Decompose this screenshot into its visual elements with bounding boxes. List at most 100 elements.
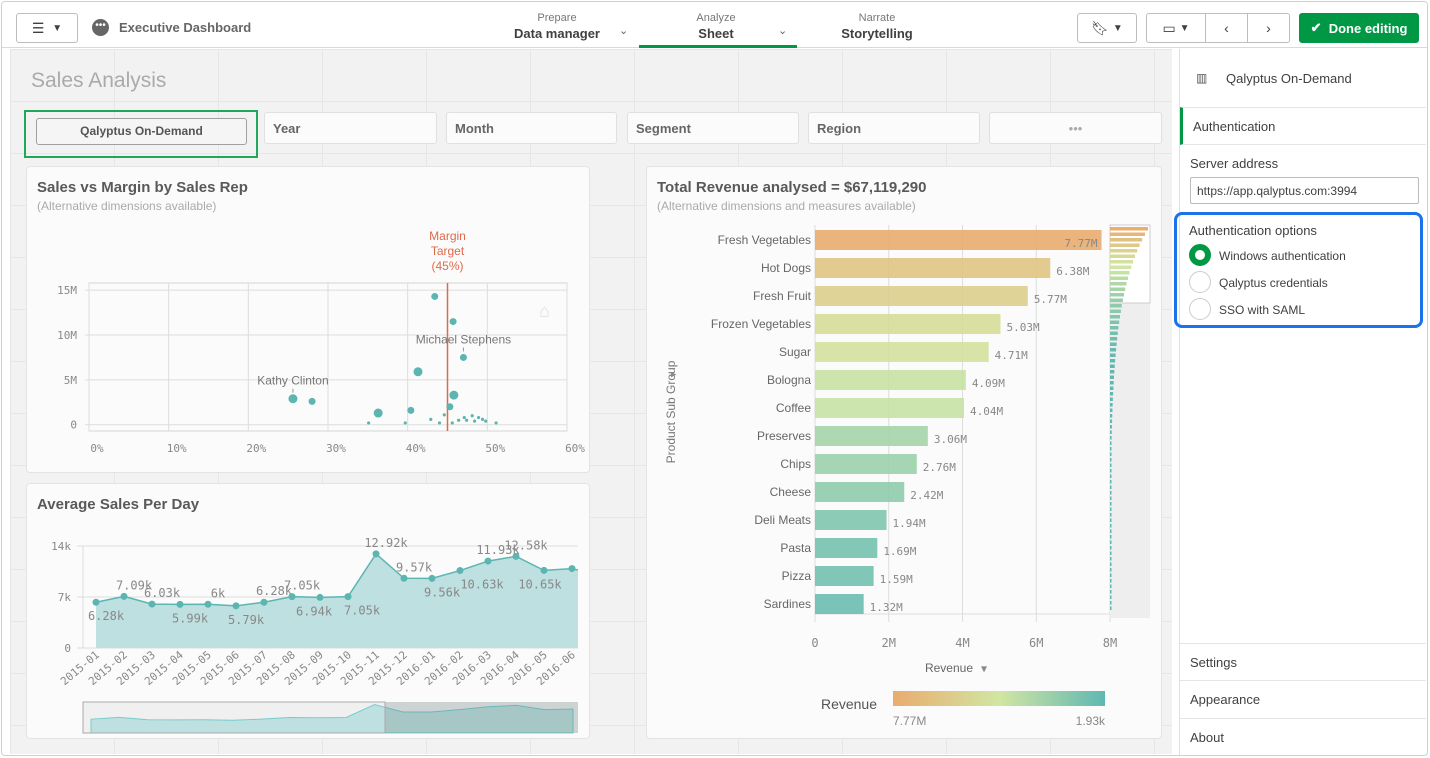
server-address-input[interactable] [1190, 177, 1419, 204]
data-label: 6k [211, 586, 226, 600]
caret-down-icon: ▼ [1179, 22, 1190, 34]
data-point [465, 418, 469, 422]
bar [815, 230, 1102, 250]
color-legend-bar [893, 691, 1105, 706]
data-label: 5.99k [172, 611, 209, 625]
chevron-down-icon[interactable]: ⌄ [778, 25, 788, 37]
category-label: Cheese [770, 485, 812, 499]
app-title: Executive Dashboard [119, 20, 252, 35]
nav-narrate[interactable]: Narrate Storytelling [822, 12, 932, 41]
done-label: Done editing [1328, 20, 1408, 36]
data-point [428, 574, 436, 582]
chart-title: Total Revenue analysed = $67,119,290 [657, 179, 927, 196]
radio-qalyptus-credentials[interactable] [1189, 271, 1211, 293]
scatter-chart[interactable]: 0% 10% 20% 30% 40% 50% 60% 0 5M 10M 15M MarginTarge… [27, 167, 591, 474]
caret-down-icon: ▼ [981, 664, 987, 675]
scatter-chart-card[interactable]: Sales vs Margin by Sales Rep (Alternativ… [26, 166, 590, 473]
category-label: Sardines [764, 597, 811, 611]
bar-chart-card[interactable]: Total Revenue analysed = $67,119,290 (Al… [646, 166, 1162, 739]
nav-prepare[interactable]: Prepare Data manager [502, 12, 612, 41]
mini-bar [1110, 353, 1116, 357]
y-tick-label: 15M [57, 284, 77, 297]
data-point [449, 390, 459, 400]
mini-bar [1110, 276, 1128, 280]
mini-bar [1110, 287, 1126, 291]
x-tick-label: 30% [326, 442, 346, 455]
data-label: 5.79k [228, 613, 265, 627]
y-tick-label: 10M [57, 329, 77, 342]
bar [815, 566, 874, 586]
section-authentication[interactable]: Authentication [1180, 107, 1426, 145]
y-tick-label: 14k [51, 540, 71, 553]
radio-windows-authentication[interactable] [1189, 244, 1211, 266]
mini-bar [1110, 227, 1148, 231]
section-about[interactable]: About [1190, 729, 1224, 745]
panel-header: Qalyptus On-Demand [1226, 71, 1352, 86]
mini-bar [1110, 408, 1113, 412]
nav-label: Sheet [698, 26, 734, 41]
chevron-down-icon[interactable]: ⌄ [619, 25, 629, 37]
filter-region[interactable]: Region [808, 112, 980, 144]
caret-right-icon: ▶ [671, 370, 677, 380]
data-point [568, 565, 576, 573]
category-label: Bologna [767, 373, 811, 387]
previous-sheet-button[interactable]: ‹ [1205, 13, 1248, 43]
nav-label: Storytelling [841, 26, 913, 41]
done-editing-button[interactable]: ✔ Done editing [1299, 13, 1419, 43]
data-label: 1.94M [893, 517, 926, 530]
area-fill [96, 553, 578, 648]
menu-button[interactable]: ☰ ▼ [16, 13, 78, 43]
scrollbar-thumb [1109, 224, 1151, 304]
mini-bar [1110, 238, 1143, 242]
check-icon: ✔ [1310, 20, 1322, 35]
radio-sso-saml[interactable] [1189, 298, 1211, 320]
mini-bar [1110, 419, 1113, 423]
next-sheet-button[interactable]: › [1247, 13, 1290, 43]
mini-bar [1110, 320, 1120, 324]
filter-more[interactable]: ••• [989, 112, 1162, 144]
mini-bar [1110, 441, 1112, 445]
qalyptus-on-demand-button[interactable]: Qalyptus On-Demand [36, 118, 247, 145]
mini-bar [1110, 557, 1112, 561]
more-icon[interactable]: ••• [92, 19, 109, 36]
radio-label: Qalyptus credentials [1219, 276, 1328, 290]
y-tick-label: 7k [58, 591, 72, 604]
section-appearance[interactable]: Appearance [1180, 681, 1426, 719]
mini-bar [1110, 392, 1114, 396]
hamburger-icon: ☰ [31, 19, 45, 36]
mini-bar [1110, 458, 1112, 462]
filter-year[interactable]: Year [264, 112, 437, 144]
annotation-label: Kathy Clinton [257, 374, 328, 388]
nav-label: Data manager [514, 26, 600, 41]
mini-bar [1110, 513, 1112, 517]
data-label: 12.58k [504, 538, 548, 552]
selected-object-frame[interactable]: Qalyptus On-Demand [24, 110, 258, 158]
bookmark-button[interactable]: 🔖︎ ▼ [1077, 13, 1137, 43]
x-tick-label: 8M [1103, 636, 1117, 650]
mini-bar [1110, 381, 1114, 385]
radio-label: SSO with SAML [1219, 303, 1306, 317]
area-chart[interactable]: 07k14k6.28k2015-017.09k2015-026.03k2015-… [27, 484, 591, 740]
mini-bar [1110, 491, 1112, 495]
y-tick-label: 0 [64, 642, 71, 655]
data-label: 4.71M [995, 349, 1028, 362]
line-chart-card[interactable]: Average Sales Per Day 0 7k 14k 6.28k 2015-01… [26, 483, 590, 739]
y-tick-label: 0 [70, 419, 77, 432]
nav-analyze[interactable]: Analyze Sheet [662, 12, 770, 41]
reference-label: (45%) [431, 259, 463, 273]
filter-segment[interactable]: Segment [627, 112, 799, 144]
data-point [344, 593, 352, 601]
chart-title: Average Sales Per Day [37, 496, 200, 513]
data-label: 4.04M [970, 405, 1003, 418]
mini-bar [1110, 485, 1112, 489]
data-label: 1.59M [880, 573, 913, 586]
data-label: 12.92k [364, 536, 408, 550]
section-settings[interactable]: Settings [1180, 643, 1426, 681]
bar-chart[interactable]: 0 2M 4M 6M 8M Fresh Vegetables 7.77M Hot Dogs 6.… [647, 167, 1163, 740]
category-label: Pizza [782, 569, 812, 583]
data-point [446, 403, 454, 411]
sheets-button[interactable]: ▭ ▼ [1146, 13, 1206, 43]
filter-month[interactable]: Month [446, 112, 617, 144]
sheet-icon: ▭ [1162, 19, 1176, 36]
nav-small: Prepare [537, 12, 577, 24]
